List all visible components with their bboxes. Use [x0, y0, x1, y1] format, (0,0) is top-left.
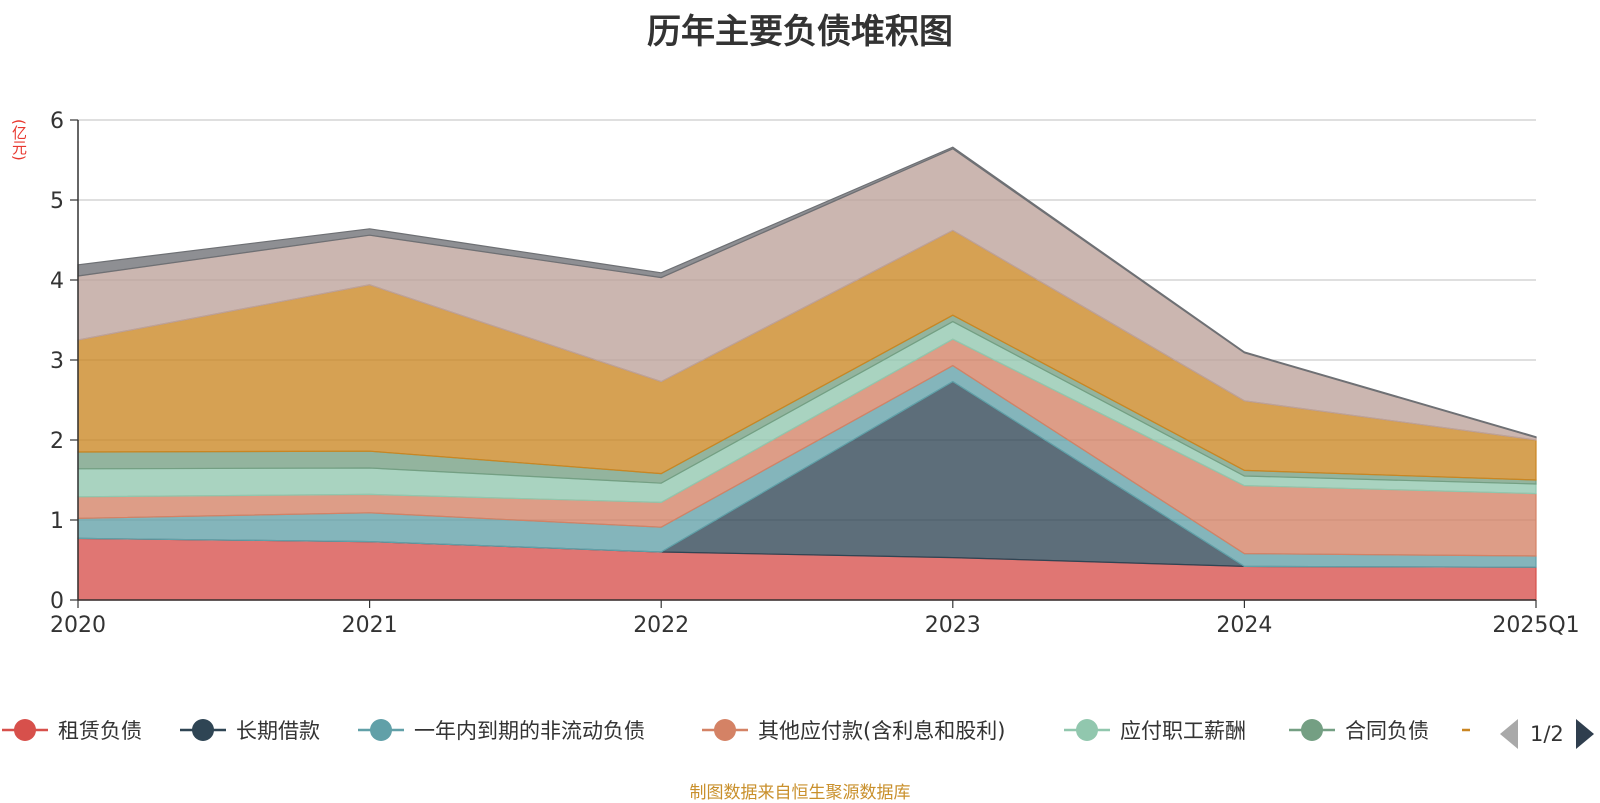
legend-prev-page-icon[interactable] — [1500, 719, 1518, 749]
x-tick-label-2020: 2020 — [50, 613, 106, 638]
legend-label: 长期借款 — [236, 719, 320, 743]
legend-marker-icon — [1289, 719, 1335, 741]
legend-page-indicator: 1/2 — [1530, 722, 1564, 746]
legend-marker-icon — [2, 719, 48, 741]
area-series-layer — [77, 146, 1537, 601]
chart-title: 历年主要负债堆积图 — [647, 12, 953, 52]
y-tick-label-2: 2 — [50, 429, 64, 454]
y-axis-unit-label: (亿元) — [10, 119, 28, 161]
legend-marker-icon — [180, 719, 226, 741]
y-tick-label-4: 4 — [50, 269, 64, 294]
x-tick-label-2023: 2023 — [925, 613, 981, 638]
legend-next-page-icon[interactable] — [1575, 719, 1594, 749]
legend-label: 一年内到期的非流动负债 — [414, 719, 645, 743]
legend-label: 租赁负债 — [58, 719, 142, 743]
legend-marker-icon — [358, 719, 404, 741]
legend-item-2[interactable]: 长期借款 — [178, 710, 320, 750]
legend-pager: 1/2 — [1500, 716, 1594, 752]
area-series-9[interactable] — [77, 146, 1537, 439]
x-tick-label-2021: 2021 — [342, 613, 398, 638]
legend-item-7[interactable] — [1460, 710, 1470, 750]
legend-item-1[interactable]: 租赁负债 — [0, 710, 142, 750]
legend-item-4[interactable]: 其他应付款(含利息和股利) — [700, 710, 1005, 750]
x-tick-label-2024: 2024 — [1216, 613, 1272, 638]
legend-marker-icon — [1064, 719, 1110, 741]
y-tick-label-6: 6 — [50, 109, 64, 134]
legend-label: 其他应付款(含利息和股利) — [758, 719, 1006, 743]
y-tick-label-3: 3 — [50, 349, 64, 374]
x-tick-label-2022: 2022 — [633, 613, 689, 638]
legend-item-6[interactable]: 合同负债 — [1287, 710, 1429, 750]
legend-label: 应付职工薪酬 — [1120, 719, 1246, 743]
y-tick-label-0: 0 — [50, 589, 64, 614]
legend: 租赁负债 长期借款 一年内到期的非流动负债 其他应付款(含利息和股利) 应付职工薪酬 合同… — [0, 710, 1470, 750]
stacked-area-chart: 0 1 2 3 4 5 6 2020 2021 2022 2023 2024 2025Q1 — [50, 109, 1580, 638]
y-tick-label-1: 1 — [50, 509, 64, 534]
axes: 0 1 2 3 4 5 6 2020 2021 2022 2023 2024 2025Q1 — [50, 109, 1580, 638]
legend-item-3[interactable]: 一年内到期的非流动负债 — [356, 710, 645, 750]
source-note: 制图数据来自恒生聚源数据库 — [689, 783, 911, 803]
legend-label: 合同负债 — [1345, 719, 1429, 743]
x-tick-label-2025Q1: 2025Q1 — [1492, 613, 1579, 638]
y-tick-label-5: 5 — [50, 189, 64, 214]
legend-marker-icon — [1462, 728, 1470, 732]
legend-item-5[interactable]: 应付职工薪酬 — [1062, 710, 1246, 750]
legend-marker-icon — [702, 719, 748, 741]
